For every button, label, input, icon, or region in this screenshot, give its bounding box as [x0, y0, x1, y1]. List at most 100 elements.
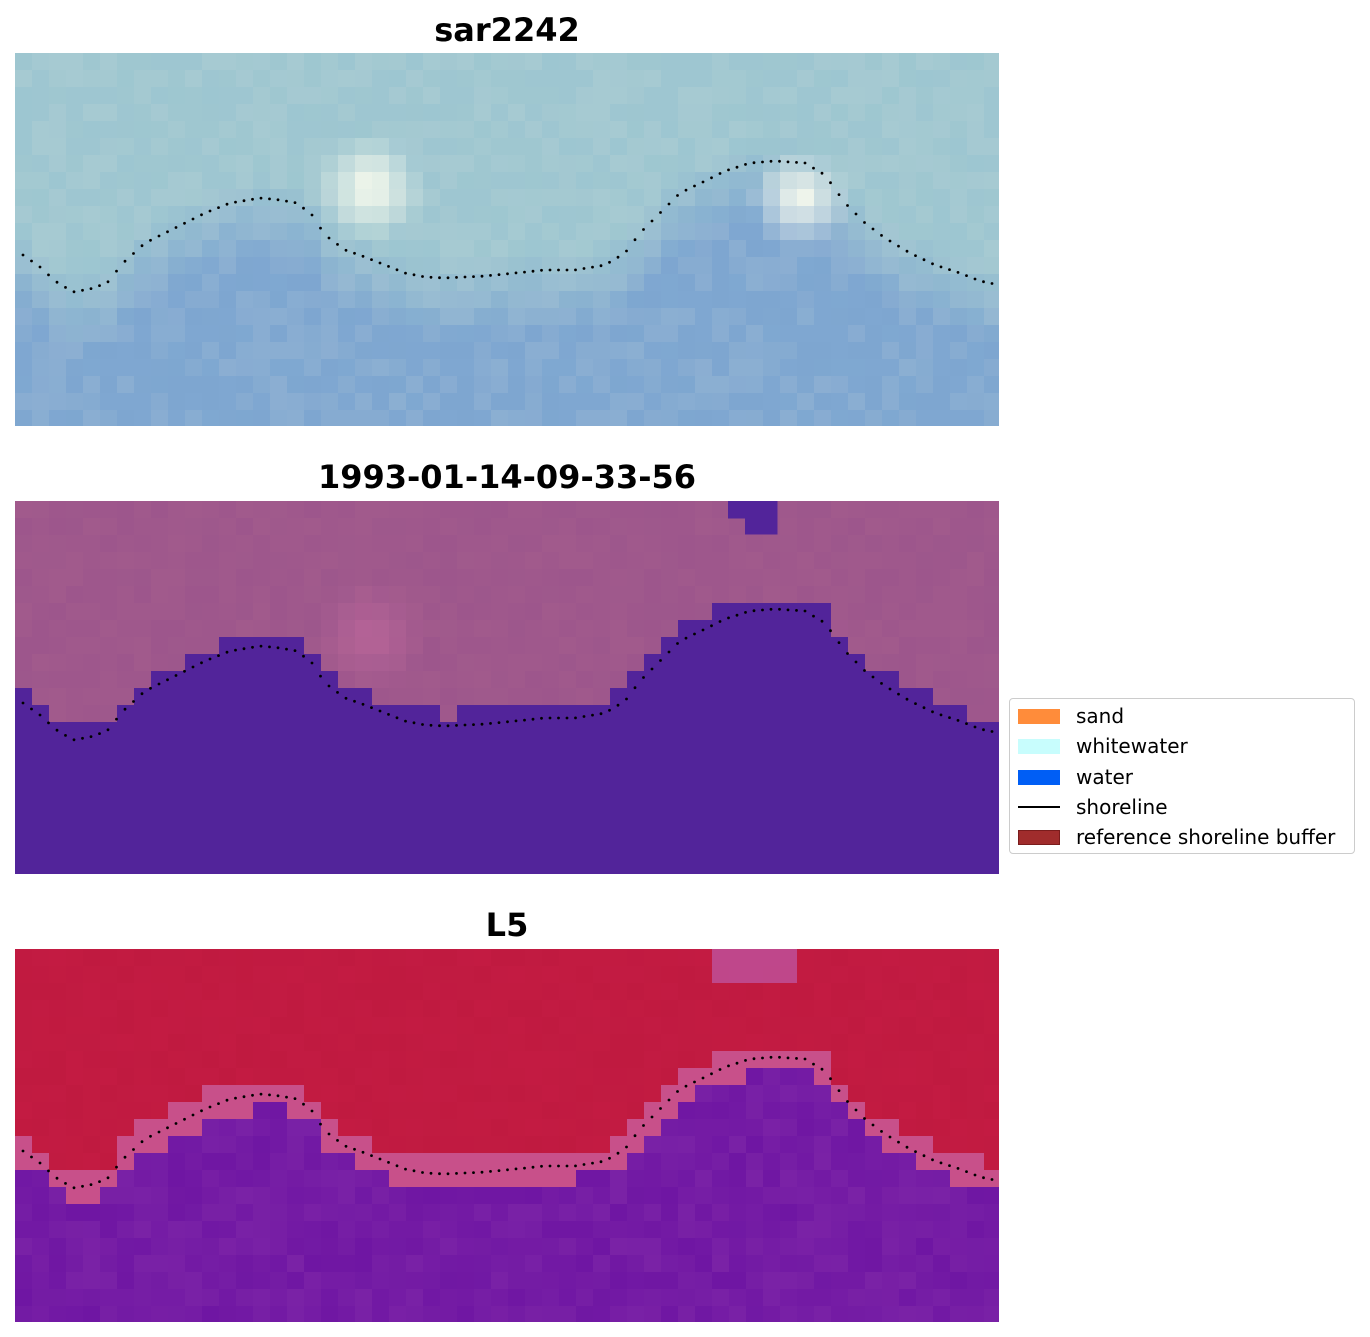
- shoreline-point: [268, 1093, 271, 1097]
- shoreline-point: [948, 1164, 951, 1167]
- shoreline-point: [208, 209, 212, 213]
- shoreline-point: [463, 275, 467, 279]
- shoreline-point: [948, 716, 951, 719]
- shoreline-point: [166, 678, 169, 682]
- shoreline-point: [183, 669, 186, 673]
- shoreline-point: [429, 1171, 433, 1175]
- shoreline-point: [710, 1072, 713, 1076]
- shoreline-point: [659, 1107, 662, 1110]
- shoreline-point: [200, 661, 203, 665]
- shoreline-point: [786, 160, 790, 164]
- shoreline-point: [701, 628, 705, 632]
- shoreline-point: [514, 719, 518, 723]
- shoreline-point: [863, 1117, 866, 1120]
- shoreline-point: [149, 1134, 152, 1138]
- shoreline-point: [208, 657, 212, 661]
- shoreline-point: [378, 261, 382, 265]
- shoreline-point: [497, 721, 501, 724]
- shoreline-point: [693, 1080, 696, 1084]
- shoreline-point: [395, 716, 399, 720]
- shoreline-point: [897, 244, 900, 248]
- shoreline-point: [880, 682, 883, 685]
- shoreline-point: [914, 702, 917, 705]
- legend-item-water: water: [1018, 766, 1358, 788]
- shoreline-point: [752, 609, 756, 613]
- shoreline-point: [64, 286, 67, 289]
- shoreline-point: [259, 644, 263, 648]
- shoreline-point: [676, 194, 679, 197]
- shoreline-point: [642, 676, 645, 679]
- shoreline-point: [531, 717, 535, 721]
- shoreline-point: [319, 1122, 322, 1126]
- shoreline-point: [47, 721, 50, 725]
- shoreline-point: [293, 201, 297, 205]
- shoreline-point: [633, 238, 637, 242]
- shoreline-point: [293, 1097, 297, 1100]
- legend-item-reference-buffer: reference shoreline buffer: [1018, 826, 1358, 848]
- shoreline-point: [752, 161, 756, 165]
- shoreline-point: [863, 669, 866, 672]
- shoreline-point: [973, 725, 977, 729]
- shoreline-point: [599, 264, 603, 268]
- shoreline-point: [370, 1154, 373, 1157]
- shoreline-point: [676, 642, 679, 645]
- shoreline-point: [234, 1096, 237, 1100]
- shoreline-point: [310, 661, 314, 665]
- shoreline-point: [922, 706, 926, 710]
- shoreline-point: [888, 1135, 892, 1139]
- shoreline-point: [412, 273, 416, 277]
- shoreline-point: [659, 211, 662, 214]
- shoreline-point: [557, 1164, 560, 1168]
- legend-item-shoreline: shoreline: [1018, 796, 1358, 818]
- shoreline-point: [676, 1090, 679, 1093]
- shoreline-point: [667, 650, 671, 654]
- shoreline-point: [548, 1164, 552, 1168]
- shoreline-point: [854, 212, 858, 216]
- shoreline-point: [497, 273, 501, 276]
- shoreline-point: [251, 1093, 254, 1097]
- shoreline-point: [905, 1145, 909, 1149]
- shoreline-point: [812, 614, 815, 618]
- shoreline-point: [718, 620, 722, 623]
- shoreline-point: [64, 1182, 67, 1185]
- shoreline-point: [922, 1154, 926, 1158]
- shoreline-point: [55, 1176, 59, 1180]
- shoreline-point: [871, 675, 875, 679]
- shoreline-point: [446, 1172, 450, 1176]
- shoreline-point: [931, 262, 934, 266]
- shoreline-point: [846, 1100, 849, 1103]
- shoreline-point: [582, 1163, 586, 1166]
- shoreline-point: [132, 700, 135, 703]
- shoreline-point: [795, 609, 798, 612]
- shoreline-point: [344, 696, 348, 700]
- shoreline-point: [395, 1164, 399, 1168]
- shoreline-point: [455, 724, 458, 727]
- shoreline-point: [735, 165, 739, 169]
- shoreline-point: [344, 1144, 348, 1148]
- shoreline-point: [591, 265, 594, 269]
- shoreline-point: [480, 274, 484, 278]
- shoreline-point: [140, 1140, 144, 1144]
- shoreline-point: [38, 265, 42, 269]
- shoreline-point: [191, 217, 195, 221]
- shoreline-point: [888, 687, 892, 691]
- shoreline-point: [506, 720, 509, 724]
- shoreline-point: [718, 1068, 722, 1071]
- shoreline-point: [472, 275, 475, 278]
- shoreline-point: [38, 713, 42, 717]
- shoreline-point: [905, 697, 909, 701]
- shoreline-point: [540, 716, 543, 720]
- shoreline-point: [973, 277, 977, 281]
- shoreline-point: [565, 1164, 569, 1168]
- shoreline-point: [829, 1077, 832, 1081]
- shoreline-point: [888, 239, 892, 243]
- shoreline-point: [956, 719, 960, 722]
- shoreline-point: [582, 715, 586, 718]
- shoreline-point: [336, 243, 339, 246]
- shoreline-point: [123, 707, 127, 711]
- shoreline-point: [438, 724, 441, 728]
- panel-title-3: L5: [485, 906, 529, 944]
- shoreline-point: [387, 265, 390, 268]
- shoreline-point: [523, 1166, 526, 1170]
- shoreline-point: [208, 1105, 212, 1109]
